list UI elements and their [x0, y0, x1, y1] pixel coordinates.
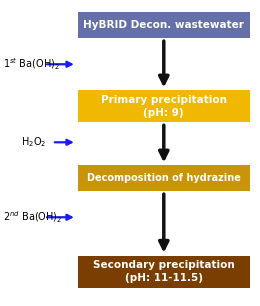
Text: Primary precipitation: Primary precipitation: [101, 95, 227, 105]
Text: Decomposition of hydrazine: Decomposition of hydrazine: [87, 173, 241, 183]
Text: 2$^{nd}$ Ba(OH)$_2$: 2$^{nd}$ Ba(OH)$_2$: [3, 210, 62, 225]
FancyBboxPatch shape: [78, 90, 250, 122]
Text: 1$^{st}$ Ba(OH)$_2$: 1$^{st}$ Ba(OH)$_2$: [3, 57, 60, 72]
Text: (pH: 9): (pH: 9): [144, 108, 184, 118]
Text: H$_2$O$_2$: H$_2$O$_2$: [21, 135, 46, 149]
Text: HyBRID Decon. wastewater: HyBRID Decon. wastewater: [83, 20, 244, 30]
FancyBboxPatch shape: [78, 165, 250, 191]
Text: (pH: 11-11.5): (pH: 11-11.5): [125, 273, 203, 283]
FancyBboxPatch shape: [78, 12, 250, 38]
Text: Secondary precipitation: Secondary precipitation: [93, 260, 235, 270]
FancyBboxPatch shape: [78, 256, 250, 288]
